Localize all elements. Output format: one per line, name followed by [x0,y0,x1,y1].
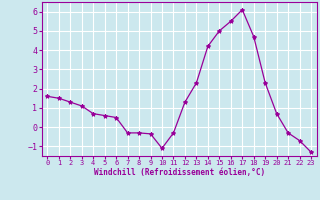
X-axis label: Windchill (Refroidissement éolien,°C): Windchill (Refroidissement éolien,°C) [94,168,265,177]
